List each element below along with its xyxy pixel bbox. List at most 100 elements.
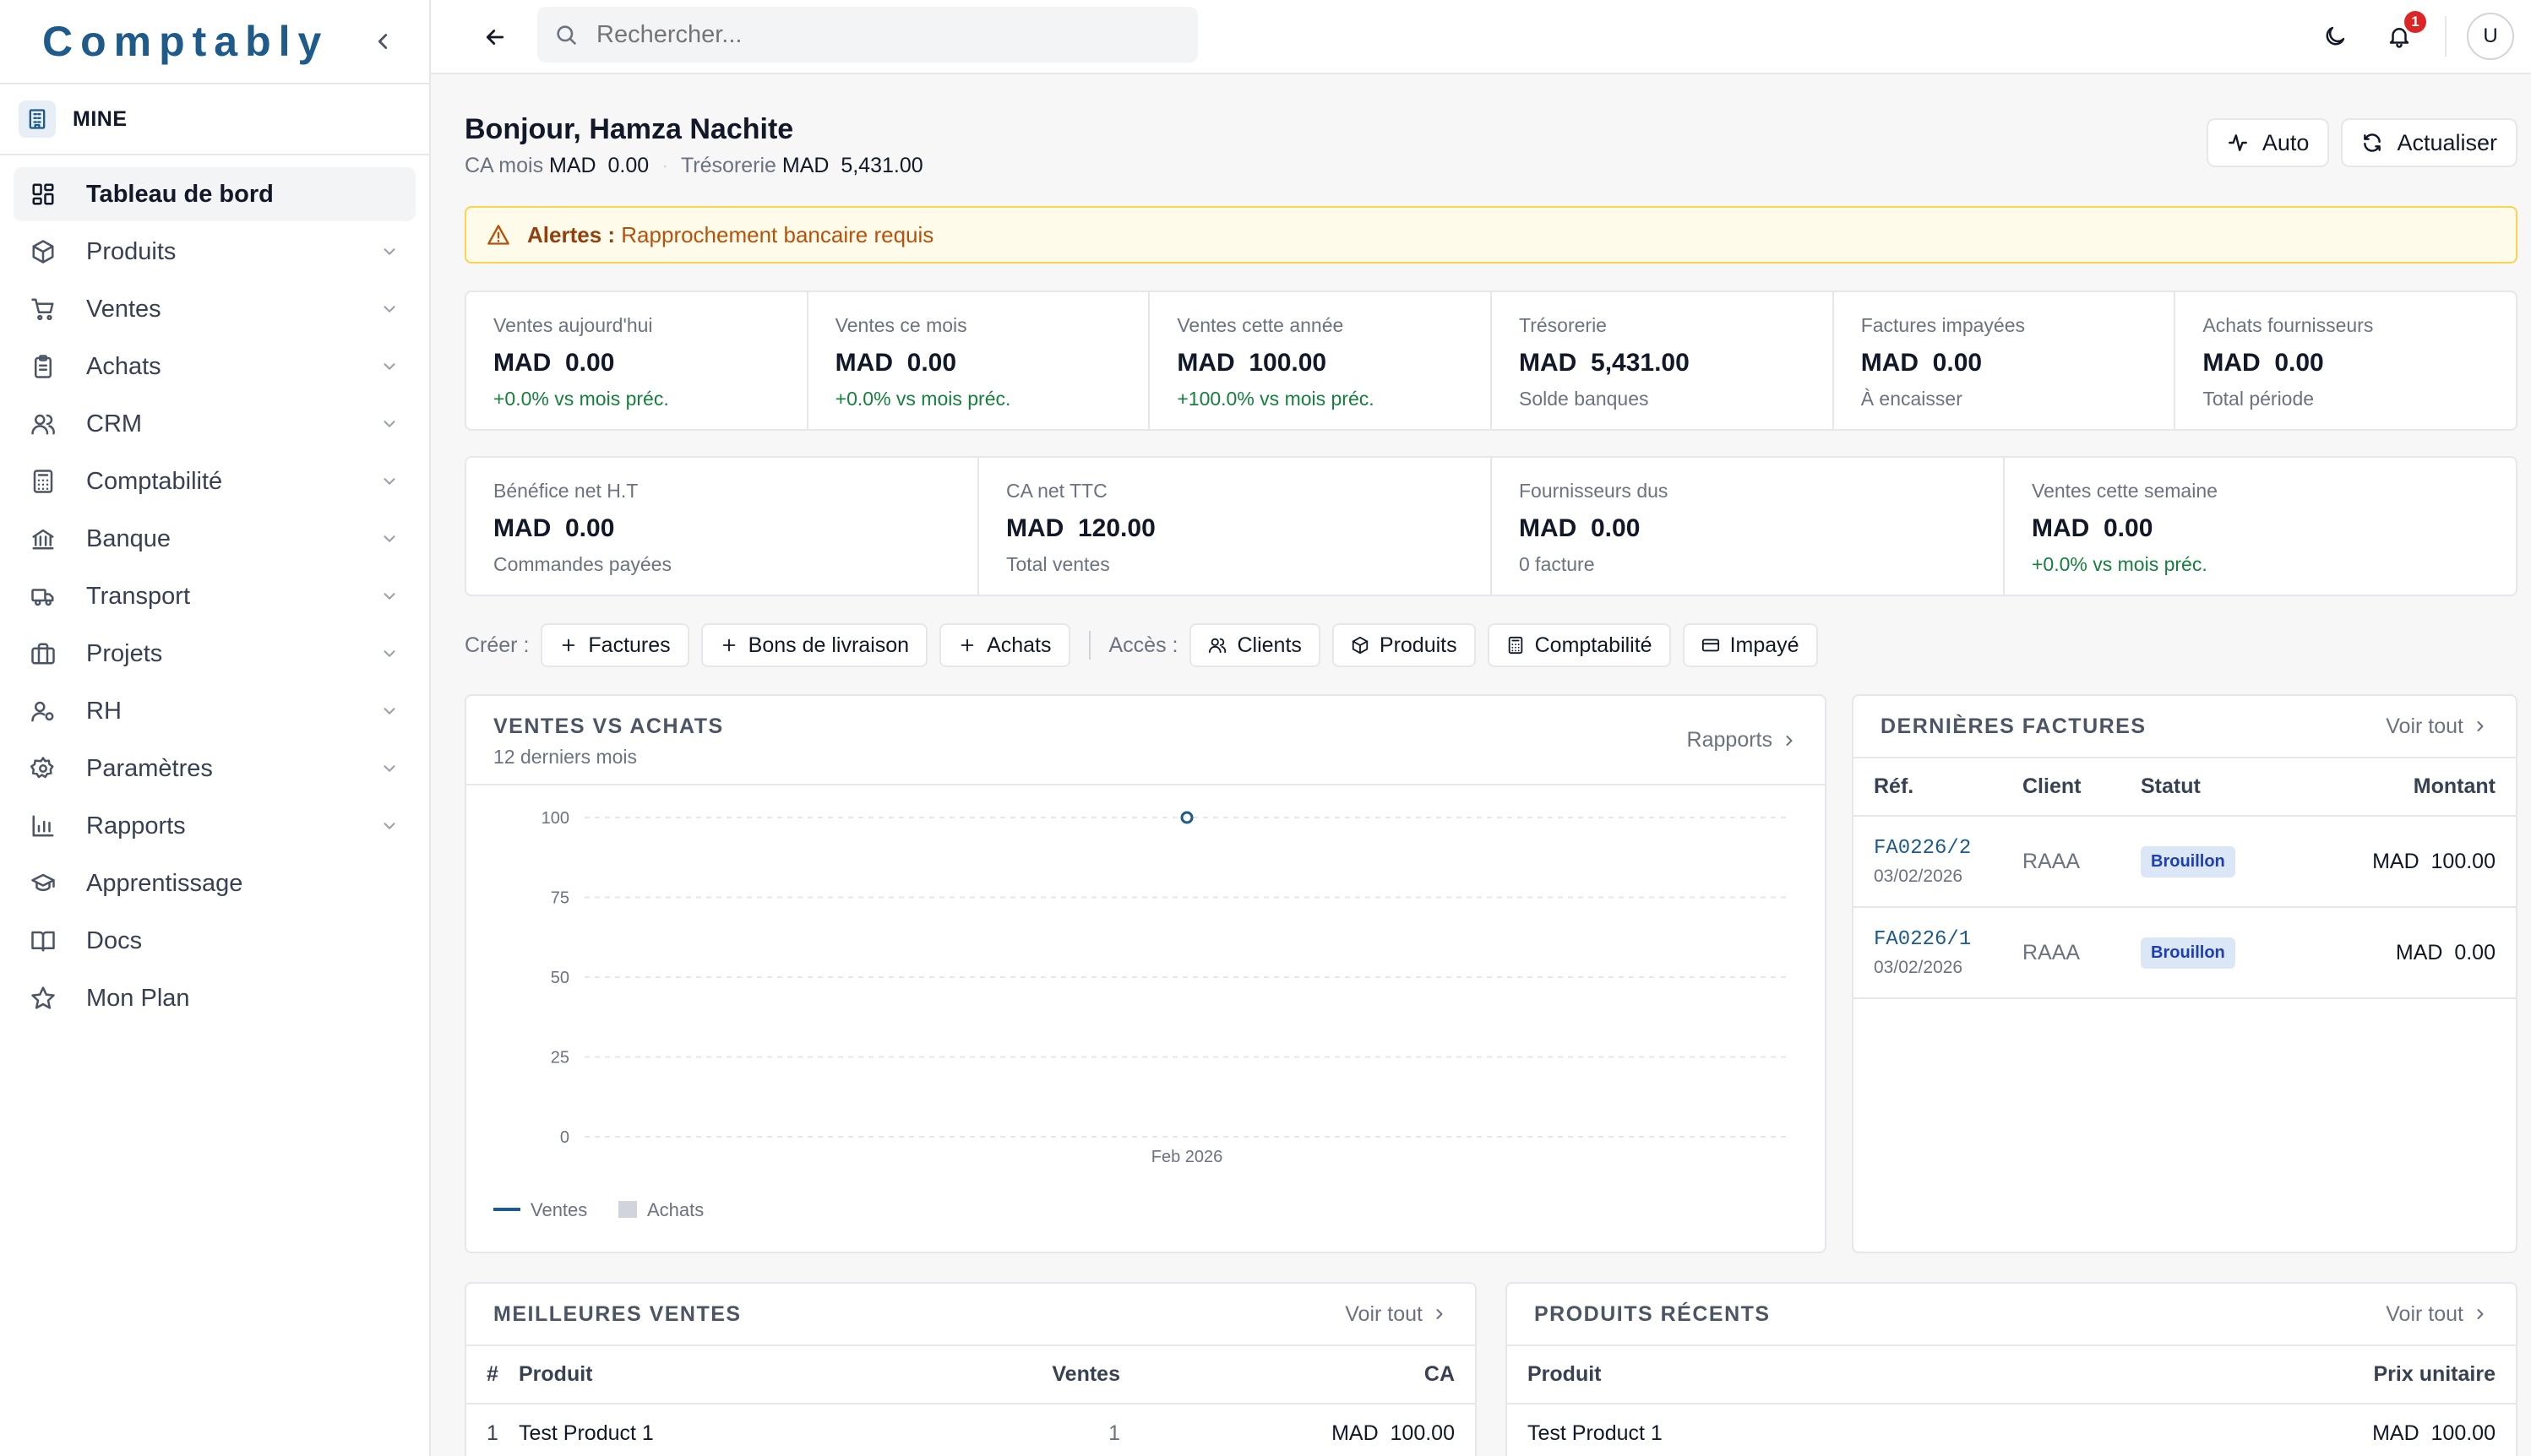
company-switcher[interactable]: MINE	[0, 84, 429, 155]
sidebar-item-9[interactable]: RH	[14, 684, 416, 738]
x-tick-label: Feb 2026	[1151, 1148, 1223, 1166]
sidebar-item-label: Paramètres	[86, 754, 213, 782]
access-button[interactable]: Produits	[1331, 623, 1476, 667]
sidebar-item-14[interactable]: Mon Plan	[14, 971, 416, 1025]
create-label: Créer :	[465, 633, 530, 657]
best-sales-title: MEILLEURES VENTES	[493, 1301, 742, 1326]
chevron-down-icon	[380, 644, 399, 663]
sidebar-item-3[interactable]: Achats	[14, 340, 416, 394]
invoice-client: RAAA	[2022, 940, 2081, 964]
invoices-see-all-link[interactable]: Voir tout	[2386, 714, 2489, 739]
kpi-card[interactable]: Ventes cette semaine MAD 0.00 +0.0% vs moi…	[2005, 458, 2516, 595]
calculator-icon	[33, 470, 53, 493]
theme-toggle-button[interactable]	[2318, 19, 2352, 53]
kpi-note: Solde banques	[1519, 388, 1649, 410]
recent-products-table-header: Produit Prix unitaire	[1507, 1346, 2516, 1404]
chevron-right-icon	[2477, 721, 2484, 731]
sidebar-item-10[interactable]: Paramètres	[14, 742, 416, 796]
access-button[interactable]: Impayé	[1682, 623, 1818, 667]
sidebar-item-label: Projets	[86, 639, 163, 667]
sidebar-item-13[interactable]: Docs	[14, 914, 416, 968]
best-sales-row[interactable]: 1 Test Product 1 1 MAD 100.00	[466, 1404, 1475, 1456]
user-avatar[interactable]: U	[2467, 13, 2514, 60]
kpi-card[interactable]: Ventes ce mois MAD 0.00 +0.0% vs mois préc…	[808, 292, 1151, 429]
refresh-button[interactable]: Actualiser	[2341, 118, 2517, 167]
gear-icon	[29, 754, 57, 783]
kpi-card[interactable]: Trésorerie MAD 5,431.00 Solde banques	[1492, 292, 1834, 429]
kpi-card[interactable]: Ventes cette année MAD 100.00 +100.0% vs m…	[1150, 292, 1493, 429]
recent-products-see-all-link[interactable]: Voir tout	[2386, 1302, 2489, 1327]
back-button[interactable]	[478, 20, 512, 54]
reports-link[interactable]: Rapports	[1687, 728, 1798, 752]
kpi-value: MAD 0.00	[493, 514, 615, 542]
sidebar-item-6[interactable]: Banque	[14, 512, 416, 566]
sidebar-item-0[interactable]: Tableau de bord	[14, 167, 416, 221]
topbar: 1 U	[431, 0, 2531, 74]
kpi-card[interactable]: Ventes aujourd'hui MAD 0.00 +0.0% vs mois …	[466, 292, 808, 429]
dashboard-icon	[29, 180, 57, 209]
product-cell: Test Product 1	[519, 1421, 654, 1445]
sidebar-item-2[interactable]: Ventes	[14, 282, 416, 336]
search-bar[interactable]	[537, 7, 1198, 62]
sidebar-item-4[interactable]: CRM	[14, 397, 416, 451]
invoices-card-header: DERNIÈRES FACTURES Voir tout	[1853, 696, 2516, 758]
best-sales-see-all-link[interactable]: Voir tout	[1345, 1302, 1448, 1327]
column-header: #	[466, 1346, 519, 1404]
kpi-card[interactable]: Achats fournisseurs MAD 0.00 Total période	[2175, 292, 2516, 429]
create-button[interactable]: Achats	[939, 623, 1070, 667]
chevron-down-icon	[380, 759, 399, 778]
kpi-card[interactable]: Factures impayées MAD 0.00 À encaisser	[1834, 292, 2176, 429]
sidebar-item-1[interactable]: Produits	[14, 225, 416, 279]
kpi-card[interactable]: Fournisseurs dus MAD 0.00 0 facture	[1492, 458, 2005, 595]
best-sales-see-all-label: Voir tout	[1345, 1301, 1423, 1326]
chevron-right-icon	[1786, 735, 1793, 746]
sidebar-item-8[interactable]: Projets	[14, 627, 416, 681]
activity-icon	[2228, 134, 2247, 151]
invoice-row[interactable]: FA0226/2 03/02/2026 RAAA Brouillon MAD 100.0…	[1853, 816, 2516, 907]
column-header: CA	[1120, 1346, 1475, 1404]
kpi-value: MAD 0.00	[1519, 514, 1641, 542]
box-icon	[29, 237, 57, 266]
invoice-ref-link[interactable]: FA0226/1	[1874, 927, 1972, 951]
calculator-icon	[1508, 636, 1522, 655]
header-substats: CA mois MAD 0.00 · Trésorerie MAD 5,431.…	[465, 154, 923, 178]
collapse-sidebar-button[interactable]	[370, 29, 395, 54]
access-button[interactable]: Clients	[1189, 623, 1320, 667]
sidebar-item-label: Produits	[86, 237, 177, 265]
price-cell: MAD 100.00	[2372, 1421, 2496, 1445]
search-input[interactable]	[596, 20, 1171, 49]
invoice-client: RAAA	[2022, 849, 2081, 873]
auto-refresh-button[interactable]: Auto	[2206, 118, 2330, 167]
app-logo[interactable]: Comptably	[42, 18, 329, 65]
sidebar-item-12[interactable]: Apprentissage	[14, 856, 416, 910]
invoice-row[interactable]: FA0226/1 03/02/2026 RAAA Brouillon MAD 0.00	[1853, 907, 2516, 998]
chevron-down-icon	[380, 530, 399, 548]
alert-banner[interactable]: Alertes : Rapprochement bancaire requis	[465, 206, 2517, 263]
sidebar-item-11[interactable]: Rapports	[14, 799, 416, 853]
ventes-point[interactable]	[1180, 811, 1194, 824]
recent-product-row[interactable]: Test Product 1 MAD 100.00	[1507, 1404, 2516, 1456]
kpi-card[interactable]: CA net TTC MAD 120.00 Total ventes	[979, 458, 1492, 595]
kpi-label: Ventes cette année	[1177, 314, 1344, 336]
sidebar-item-7[interactable]: Transport	[14, 569, 416, 623]
invoice-ref-cell: FA0226/1 03/02/2026	[1853, 907, 2022, 998]
kpi-note: +0.0% vs mois préc.	[2032, 553, 2207, 575]
kpi-value: MAD 120.00	[1006, 514, 1156, 542]
invoice-ref-link[interactable]: FA0226/2	[1874, 836, 1972, 860]
y-tick-label: 25	[551, 1049, 569, 1068]
kpi-card[interactable]: Bénéfice net H.T MAD 0.00 Commandes payées	[466, 458, 979, 595]
kpi-value: MAD 0.00	[1860, 349, 1983, 377]
chevron-down-icon	[380, 817, 399, 835]
column-header: Statut	[2141, 758, 2290, 817]
chevron-down-icon	[380, 587, 399, 606]
clipboard-icon	[35, 355, 52, 378]
access-button[interactable]: Comptabilité	[1487, 623, 1671, 667]
create-button[interactable]: Bons de livraison	[700, 623, 928, 667]
notifications-button[interactable]: 1	[2382, 11, 2426, 53]
sidebar-item-5[interactable]: Comptabilité	[14, 454, 416, 508]
create-button[interactable]: Factures	[541, 623, 689, 667]
kpi-note: 0 facture	[1519, 553, 1595, 575]
status-badge: Brouillon	[2141, 937, 2235, 969]
plus-icon	[563, 638, 575, 652]
sidebar-nav: Tableau de bord Produits Ventes Achats CRM Co…	[0, 155, 429, 1040]
